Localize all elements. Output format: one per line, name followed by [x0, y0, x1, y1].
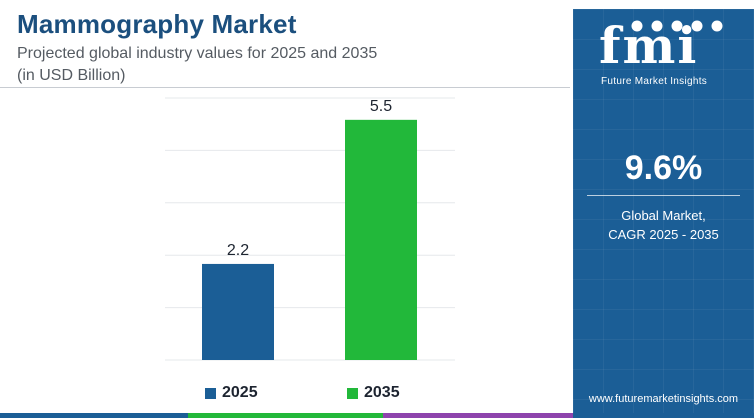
subtitle-line-1: Projected global industry values for 202…	[17, 45, 378, 62]
data-label-2035: 5.5	[370, 98, 392, 115]
cagr-label: Global Market, CAGR 2025 - 2035	[573, 206, 754, 244]
cagr-side-panel: fmi Future Market Insights 9.6% Global M…	[573, 9, 754, 413]
subtitle-line-2: (in USD Billion)	[17, 67, 126, 84]
strip-segment	[383, 413, 573, 418]
cagr-label-line-2: CAGR 2025 - 2035	[608, 227, 719, 242]
bar-2035	[345, 119, 417, 360]
data-label-2025: 2.2	[227, 242, 249, 259]
cagr-label-line-1: Global Market,	[621, 208, 706, 223]
data-labels: 2.2 5.5	[227, 98, 392, 259]
legend-label-2025: 2025	[222, 384, 258, 401]
legend-swatch-2025	[205, 387, 216, 399]
legend-item-2035: 2035	[347, 384, 400, 402]
strip-segment	[573, 413, 754, 418]
legend-label-2035: 2035	[364, 384, 400, 401]
logo-icon-row	[631, 20, 723, 32]
bar-chart: 2.2 5.5	[165, 97, 455, 361]
fmi-logo: fmi Future Market Insights	[599, 17, 729, 92]
bottom-color-strip	[0, 413, 754, 418]
bars	[202, 119, 417, 360]
panel-grid-texture	[573, 9, 754, 413]
chart-legend: 2025 2035	[0, 384, 570, 406]
chart-subtitle: Projected global industry values for 202…	[17, 43, 437, 87]
cagr-divider	[587, 195, 740, 196]
website-link[interactable]: www.futuremarketinsights.com	[588, 393, 739, 405]
legend-item-2025: 2025	[205, 384, 258, 402]
bar-2025	[202, 263, 274, 360]
strip-segment	[188, 413, 383, 418]
legend-swatch-2035	[347, 387, 358, 399]
logo-tagline: Future Market Insights	[601, 76, 708, 87]
strip-segment	[0, 413, 188, 418]
chart-title: Mammography Market	[17, 9, 297, 39]
cagr-value: 9.6%	[624, 149, 703, 187]
logo-wordmark: fmi	[599, 16, 699, 75]
header-divider	[0, 87, 570, 88]
